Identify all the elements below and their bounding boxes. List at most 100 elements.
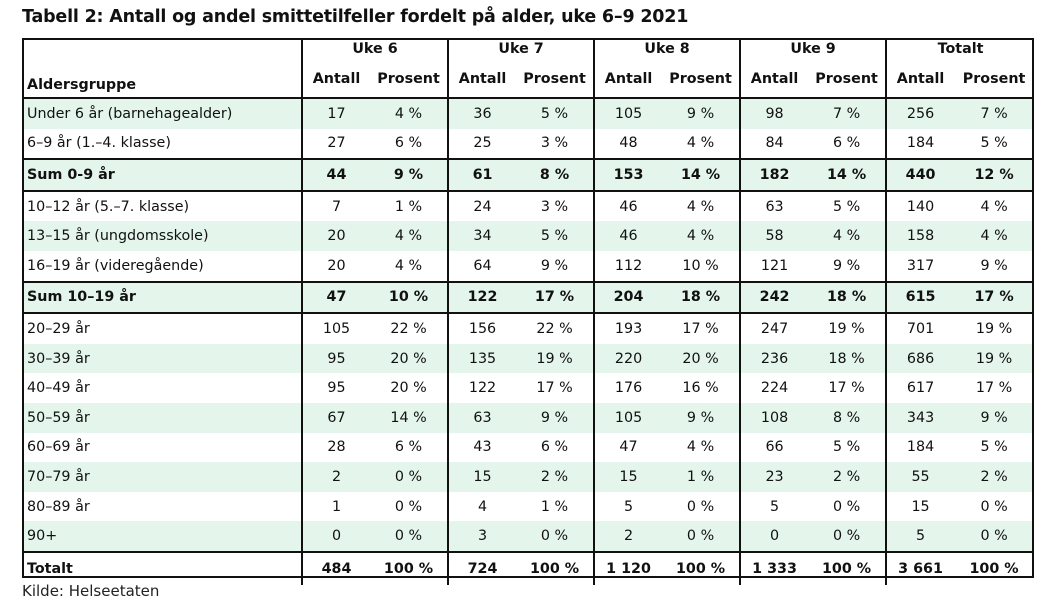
header-antall: Antall <box>593 60 663 98</box>
table-row: 40–49 år 95 20 % 122 17 % 176 16 % 224 17 % 617 17… <box>22 373 1034 403</box>
cell-prosent: 100 % <box>516 550 595 585</box>
cell-antall: 121 <box>739 250 809 282</box>
cell-antall: 25 <box>447 128 517 160</box>
cell-prosent: 9 % <box>540 257 569 274</box>
cell-prosent: 0 % <box>370 521 449 552</box>
cell-prosent: 1 % <box>370 189 449 222</box>
table-body: Under 6 år (barnehagealder) 17 4 % 36 5 % 105… <box>22 97 1035 585</box>
cell-prosent: 0 % <box>394 498 423 515</box>
cell-antall: 686 <box>885 343 955 374</box>
header-antall: Antall <box>739 60 809 98</box>
cell-prosent: 9 % <box>516 402 595 433</box>
cell-antall: 47 <box>301 280 370 314</box>
header-antall: Antall <box>447 60 517 98</box>
cell-prosent: 1 % <box>662 462 741 492</box>
cell-prosent: 9 % <box>662 97 741 129</box>
cell-prosent: 100 % <box>808 550 887 585</box>
row-label: Under 6 år (barnehagealder) <box>22 97 302 129</box>
cell-antall: 28 <box>301 432 370 463</box>
cell-prosent: 17 % <box>662 312 741 344</box>
table-row: Sum 0-9 år 44 9 % 61 8 % 153 14 % 182 14 % 440 12 … <box>22 158 1035 191</box>
cell-antall: 440 <box>885 158 955 191</box>
cell-prosent: 4 % <box>954 189 1035 222</box>
cell-antall: 67 <box>301 402 370 433</box>
cell-antall: 20 <box>301 221 370 251</box>
cell-prosent: 5 % <box>980 135 1008 152</box>
cell-antall: 193 <box>593 312 663 344</box>
row-label: 60–69 år <box>27 439 90 456</box>
cell-prosent: 16 % <box>682 380 719 397</box>
cell-prosent: 9 % <box>832 257 861 274</box>
cell-prosent: 0 % <box>808 521 887 552</box>
table-row: 20–29 år 105 22 % 156 22 % 193 17 % 247 19 % 701 1… <box>22 312 1035 344</box>
table-row: 80–89 år 1 0 % 4 1 % 5 0 % 5 0 % 15 0 % <box>22 491 1034 522</box>
cell-antall: 112 <box>593 250 663 282</box>
header-prosent: Prosent <box>523 70 586 87</box>
cell-prosent: 5 % <box>516 221 595 251</box>
cell-antall: 0 <box>739 521 809 552</box>
cell-antall: 98 <box>739 97 809 129</box>
cell-antall: 1 120 <box>593 550 663 585</box>
table-row: 60–69 år 28 6 % 43 6 % 47 4 % 66 5 % 184 5 % <box>22 432 1034 463</box>
cell-antall: 2 <box>301 462 370 492</box>
cell-prosent: 20 % <box>390 380 427 397</box>
cell-prosent: 6 % <box>540 439 569 456</box>
cell-antall: 17 <box>301 97 370 129</box>
cell-antall: 46 <box>593 221 663 251</box>
cell-antall: 242 <box>739 280 809 314</box>
cell-antall: 61 <box>447 158 517 191</box>
row-label: Sum 10–19 år <box>22 280 302 314</box>
cell-antall: 20 <box>301 250 370 282</box>
cell-antall: 84 <box>739 128 809 160</box>
cell-antall: 47 <box>593 432 663 463</box>
cell-prosent: 10 % <box>682 257 719 274</box>
cell-prosent: 5 % <box>808 189 887 222</box>
header-row-sub: Aldersgruppe Antall Prosent Antall Prosent A… <box>22 60 1034 98</box>
cell-antall: 122 <box>447 280 517 314</box>
table-row: Sum 10–19 år 47 10 % 122 17 % 204 18 % 242 18 % 6… <box>22 280 1035 314</box>
cell-antall: 184 <box>885 432 955 463</box>
cell-antall: 153 <box>593 158 663 191</box>
cell-prosent: 14 % <box>662 158 741 191</box>
cell-antall: 236 <box>739 343 809 374</box>
cell-prosent: 2 % <box>954 462 1035 492</box>
header-antall: Antall <box>885 60 955 98</box>
cell-prosent: 4 % <box>370 97 449 129</box>
cell-prosent: 6 % <box>394 439 423 456</box>
row-label: 20–29 år <box>22 312 302 344</box>
cell-antall: 184 <box>885 128 955 160</box>
cell-prosent: 0 % <box>980 498 1008 515</box>
cell-prosent: 20 % <box>662 343 741 374</box>
row-label: 70–79 år <box>22 462 302 492</box>
cell-prosent: 100 % <box>662 550 741 585</box>
cell-prosent: 7 % <box>954 97 1035 129</box>
cell-prosent: 0 % <box>662 521 741 552</box>
header-week-7: Uke 7 <box>447 38 595 60</box>
cell-prosent: 6 % <box>394 135 423 152</box>
row-label: 80–89 år <box>27 498 90 515</box>
cell-antall: 5 <box>885 521 955 552</box>
row-label: Totalt <box>22 550 302 585</box>
cell-antall: 204 <box>593 280 663 314</box>
row-label: Sum 0-9 år <box>22 158 302 191</box>
cell-prosent: 1 % <box>540 498 569 515</box>
cell-antall: 617 <box>885 373 955 403</box>
table-row: 13–15 år (ungdomsskole) 20 4 % 34 5 % 46 4 % 58… <box>22 221 1035 251</box>
cell-antall: 105 <box>593 97 663 129</box>
header-row-weeks: Uke 6 Uke 7 Uke 8 Uke 9 Totalt <box>22 38 1035 60</box>
cell-prosent: 0 % <box>370 462 449 492</box>
cell-antall: 63 <box>739 189 809 222</box>
cell-prosent: 17 % <box>975 380 1013 397</box>
cell-antall: 1 333 <box>739 550 809 585</box>
cell-prosent: 0 % <box>516 521 595 552</box>
cell-prosent: 17 % <box>536 380 573 397</box>
cell-prosent: 18 % <box>662 280 741 314</box>
data-table: Uke 6 Uke 7 Uke 8 Uke 9 Totalt Aldersgru… <box>22 38 1035 585</box>
cell-antall: 43 <box>447 432 517 463</box>
header-week-9: Uke 9 <box>739 38 887 60</box>
header-prosent: Prosent <box>377 70 440 87</box>
cell-prosent: 22 % <box>516 312 595 344</box>
table-row: 50–59 år 67 14 % 63 9 % 105 9 % 108 8 % 343 9 % <box>22 402 1035 433</box>
cell-prosent: 9 % <box>954 402 1035 433</box>
cell-prosent: 4 % <box>370 221 449 251</box>
